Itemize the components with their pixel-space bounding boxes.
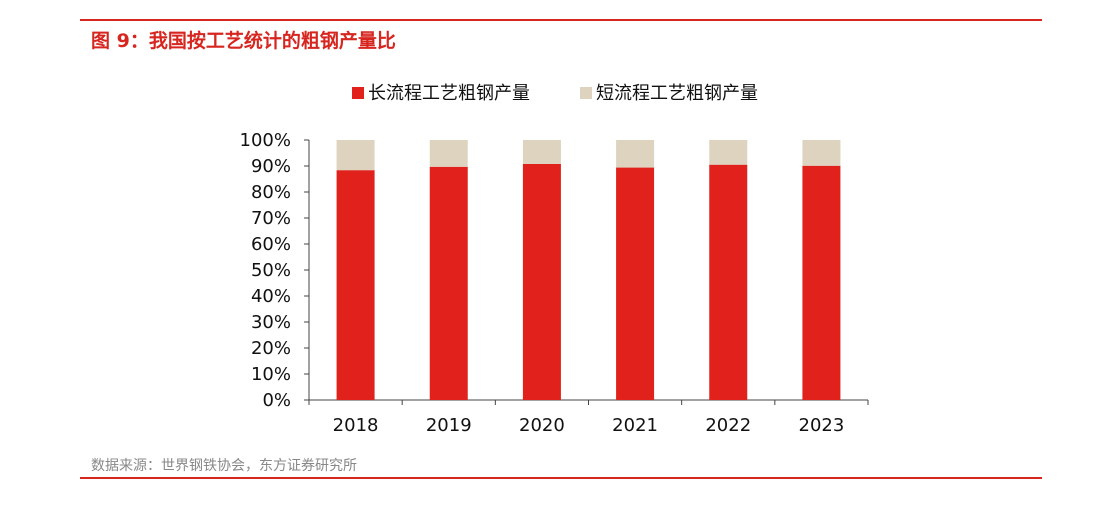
y-tick-label: 70% [251, 208, 291, 229]
x-tick-label: 2021 [612, 415, 658, 436]
source-note: 数据来源：世界钢铁协会，东方证券研究所 [91, 458, 357, 474]
legend-label: 短流程工艺粗钢产量 [596, 83, 758, 104]
x-axis: 2018 2019 2020 2021 2022 2023 [308, 399, 869, 436]
y-tick-label: 0% [262, 390, 291, 411]
bar-segment-long-process [616, 167, 655, 400]
x-tick-label: 2020 [519, 415, 565, 436]
legend: 长流程工艺粗钢产量 短流程工艺粗钢产量 [352, 83, 758, 104]
y-tick-label: 20% [251, 338, 291, 359]
y-tick-label: 50% [251, 260, 291, 281]
y-tick-label: 90% [251, 156, 291, 177]
x-tick-label: 2022 [705, 415, 751, 436]
x-tick-label: 2023 [799, 415, 845, 436]
bar-segment-short-process [429, 140, 468, 167]
y-tick-label: 100% [240, 130, 291, 151]
bar-segment-long-process [709, 164, 748, 400]
y-tick-label: 40% [251, 286, 291, 307]
legend-swatch [580, 87, 592, 99]
legend-swatch [352, 87, 364, 99]
bar-segment-long-process [522, 163, 561, 400]
bar-segment-long-process [802, 165, 841, 400]
bar-segment-short-process [616, 140, 655, 168]
bar-segment-long-process [429, 166, 468, 400]
legend-label: 长流程工艺粗钢产量 [368, 83, 530, 104]
x-tick-label: 2019 [426, 415, 472, 436]
y-tick-label: 80% [251, 182, 291, 203]
bar-segment-short-process [336, 140, 375, 171]
x-tick-label: 2018 [333, 415, 379, 436]
bars [336, 140, 841, 400]
bar-segment-short-process [709, 140, 748, 165]
bar-segment-short-process [802, 140, 841, 166]
bar-segment-short-process [522, 140, 561, 164]
figure-title: 图 9：我国按工艺统计的粗钢产量比 [91, 30, 396, 52]
y-tick-label: 30% [251, 312, 291, 333]
title-rule [80, 19, 1042, 21]
bar-segment-long-process [336, 170, 375, 400]
y-tick-label: 60% [251, 234, 291, 255]
bottom-rule [80, 477, 1042, 479]
y-tick-label: 10% [251, 364, 291, 385]
y-axis: 0% 10% 20% 30% 40% 50% 60% 70% 80% 90% 100% [240, 130, 310, 411]
